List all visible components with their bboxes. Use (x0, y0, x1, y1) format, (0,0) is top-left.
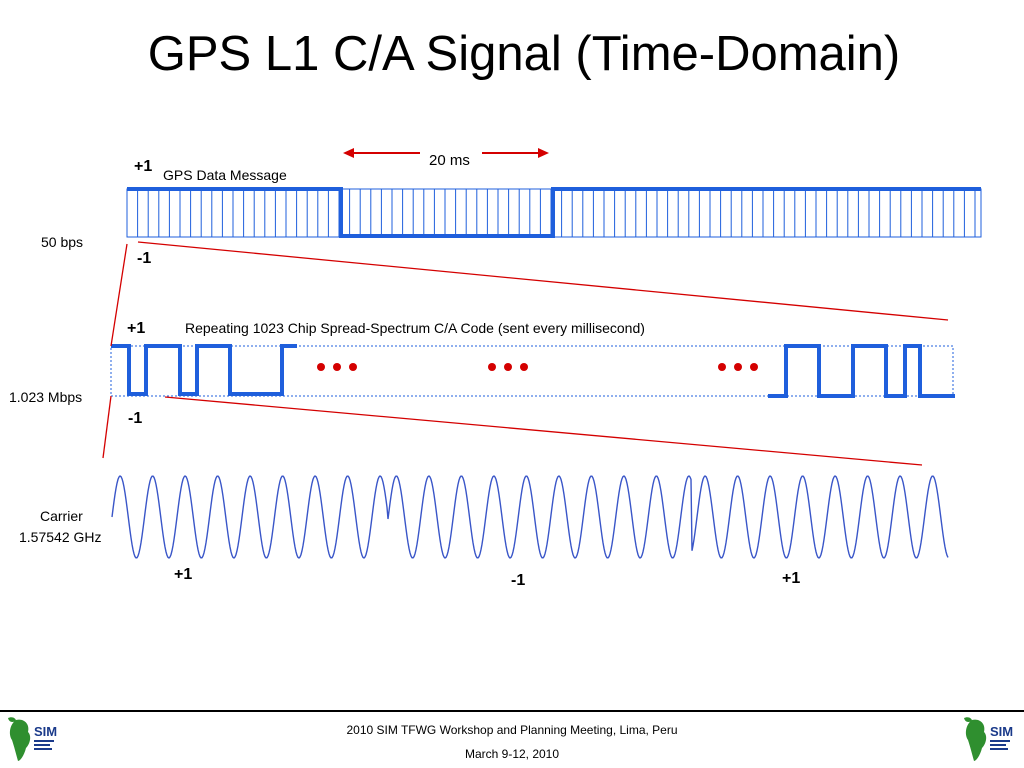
code-minus-label: -1 (128, 410, 143, 427)
data-rate-label: 50 bps (41, 234, 84, 250)
carrier-waveform (111, 475, 949, 559)
data-message-ticks (126, 189, 976, 237)
signal-diagram (102, 148, 982, 559)
sim-logo-left: SIM (8, 717, 57, 761)
svg-text:SIM: SIM (990, 724, 1013, 739)
code-rate-label: 1.023 Mbps (9, 389, 83, 405)
span-arrow (343, 148, 549, 158)
footer-date: March 9-12, 2010 (464, 747, 560, 761)
phase-left-label: +1 (174, 566, 193, 583)
ca-code-waveform-right (768, 344, 955, 398)
data-minus-label: -1 (137, 250, 152, 267)
code-description-label: Repeating 1023 Chip Spread-Spectrum C/A … (185, 320, 645, 336)
carrier-label: Carrier (40, 508, 83, 524)
sim-logo-right: SIM (964, 717, 1013, 761)
ellipsis-dots-2 (488, 363, 528, 371)
footer-divider (0, 710, 1024, 712)
ellipsis-dots-1 (317, 363, 357, 371)
zoom-lines (102, 241, 949, 466)
ca-code-waveform-left (111, 344, 297, 396)
data-message-label: GPS Data Message (163, 167, 287, 183)
phase-right-label: +1 (782, 570, 801, 587)
footer-event: 2010 SIM TFWG Workshop and Planning Meet… (346, 723, 678, 737)
carrier-frequency-label: 1.57542 GHz (19, 529, 102, 545)
data-plus-label: +1 (134, 158, 153, 175)
ca-code-box (110, 345, 954, 397)
span-label: 20 ms (429, 152, 470, 169)
phase-mid-label: -1 (511, 572, 526, 589)
svg-text:SIM: SIM (34, 724, 57, 739)
code-plus-label: +1 (127, 320, 146, 337)
ellipsis-dots-3 (718, 363, 758, 371)
data-message-waveform (126, 187, 982, 238)
slide-title: GPS L1 C/A Signal (Time-Domain) (147, 27, 901, 81)
